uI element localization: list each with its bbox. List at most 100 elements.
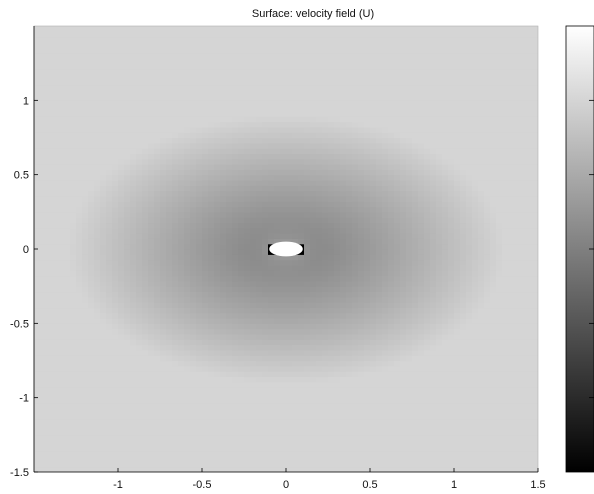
heatmap-cell — [40, 243, 47, 250]
heatmap-cell — [346, 116, 353, 123]
heatmap-cell — [166, 397, 173, 404]
heatmap-cell — [250, 31, 257, 38]
heatmap-cell — [232, 52, 239, 59]
heatmap-cell — [160, 158, 167, 165]
heatmap-cell — [250, 418, 257, 425]
heatmap-cell — [208, 158, 215, 165]
heatmap-cell — [298, 116, 305, 123]
heatmap-cell — [40, 148, 47, 155]
heatmap-cell — [376, 243, 383, 250]
heatmap-cell — [208, 418, 215, 425]
heatmap-cell — [382, 450, 389, 457]
heatmap-cell — [160, 105, 167, 112]
heatmap-cell — [58, 254, 65, 261]
heatmap-cell — [352, 148, 359, 155]
heatmap-cell — [70, 190, 77, 197]
heatmap-cell — [334, 148, 341, 155]
heatmap-cell — [346, 110, 353, 117]
heatmap-cell — [160, 408, 167, 415]
heatmap-cell — [370, 142, 377, 149]
heatmap-cell — [256, 270, 263, 277]
heatmap-cell — [46, 413, 53, 420]
heatmap-cell — [100, 392, 107, 399]
heatmap-cell — [202, 169, 209, 176]
heatmap-cell — [100, 445, 107, 452]
heatmap-cell — [328, 211, 335, 218]
heatmap-cell — [214, 174, 221, 181]
heatmap-cell — [250, 450, 257, 457]
heatmap-cell — [346, 195, 353, 202]
heatmap-cell — [346, 429, 353, 436]
heatmap-cell — [220, 164, 227, 170]
heatmap-cell — [376, 52, 383, 59]
heatmap-cell — [34, 365, 41, 372]
heatmap-cell — [304, 397, 311, 404]
heatmap-cell — [280, 424, 287, 431]
heatmap-cell — [100, 270, 107, 277]
heatmap-cell — [166, 89, 173, 96]
heatmap-cell — [64, 254, 71, 261]
heatmap-cell — [202, 201, 209, 208]
heatmap-cell — [106, 95, 113, 101]
heatmap-cell — [64, 339, 71, 346]
heatmap-cell — [136, 153, 143, 160]
heatmap-cell — [178, 100, 185, 107]
heatmap-cell — [202, 57, 209, 64]
heatmap-cell — [328, 296, 335, 303]
heatmap-cell — [328, 217, 335, 224]
heatmap-cell — [304, 100, 311, 107]
heatmap-cell — [202, 328, 209, 335]
heatmap-cell — [172, 132, 179, 139]
heatmap-cell — [202, 217, 209, 224]
heatmap-cell — [58, 365, 65, 372]
heatmap-cell — [352, 179, 359, 186]
heatmap-cell — [70, 217, 77, 224]
heatmap-cell — [58, 270, 65, 277]
heatmap-cell — [46, 440, 53, 447]
heatmap-cell — [352, 413, 359, 420]
heatmap-cell — [322, 116, 329, 123]
heatmap-cell — [310, 52, 317, 59]
heatmap-cell — [346, 36, 353, 43]
heatmap-cell — [298, 222, 305, 229]
heatmap-cell — [34, 116, 41, 123]
heatmap-cell — [184, 371, 191, 378]
heatmap-cell — [94, 371, 101, 378]
heatmap-cell — [124, 217, 131, 224]
heatmap-cell — [334, 68, 341, 75]
heatmap-cell — [280, 429, 287, 436]
heatmap-cell — [352, 41, 359, 48]
heatmap-cell — [340, 254, 347, 261]
heatmap-cell — [112, 249, 119, 255]
heatmap-cell — [292, 328, 299, 335]
heatmap-cell — [64, 148, 71, 155]
heatmap-cell — [256, 158, 263, 165]
heatmap-cell — [100, 169, 107, 176]
heatmap-cell — [304, 259, 311, 266]
heatmap-cell — [250, 254, 257, 261]
heatmap-cell — [250, 466, 257, 472]
heatmap-cell — [220, 57, 227, 64]
heatmap-cell — [40, 68, 47, 75]
heatmap-cell — [34, 105, 41, 112]
heatmap-cell — [34, 121, 41, 128]
heatmap-cell — [280, 344, 287, 351]
heatmap-cell — [40, 63, 47, 70]
heatmap-cell — [196, 63, 203, 70]
heatmap-cell — [52, 238, 59, 245]
heatmap-cell — [298, 254, 305, 261]
heatmap-cell — [352, 142, 359, 149]
heatmap-cell — [196, 169, 203, 176]
heatmap-cell — [220, 339, 227, 346]
heatmap-cell — [178, 73, 185, 80]
heatmap-cell — [130, 68, 137, 75]
heatmap-cell — [346, 307, 353, 314]
heatmap-cell — [274, 381, 281, 388]
heatmap-cell — [322, 456, 329, 462]
heatmap-cell — [346, 238, 353, 245]
heatmap-cell — [232, 408, 239, 415]
heatmap-cell — [202, 174, 209, 181]
heatmap-cell — [76, 381, 83, 388]
heatmap-cell — [220, 397, 227, 404]
chart-title: Surface: velocity field (U) — [252, 8, 374, 20]
